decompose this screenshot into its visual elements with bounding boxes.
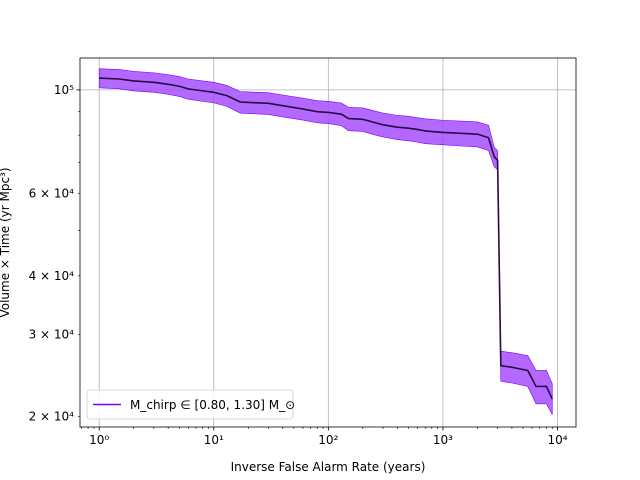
y-tick-label: 3 × 10⁴ [29, 327, 75, 341]
legend-box [86, 389, 294, 420]
series-line [99, 77, 553, 400]
y-axis-label: Volume × Time (yr Mpc³) [0, 167, 12, 317]
x-axis-ticks: 10⁰ 10¹ 10² 10³ 10⁴ [81, 427, 568, 447]
y-axis-ticks: 2 × 10⁴ 3 × 10⁴ 4 × 10⁴ 6 × 10⁴ 10⁵ [29, 83, 80, 424]
x-tick-label: 10³ [433, 433, 453, 447]
y-tick-label: 6 × 10⁴ [29, 187, 75, 201]
legend-label: M_chirp ∈ [0.80, 1.30] M_⊙ [130, 398, 295, 412]
x-tick-label: 10⁴ [547, 433, 567, 447]
legend: M_chirp ∈ [0.80, 1.30] M_⊙ [86, 389, 295, 420]
y-tick-label: 10⁵ [54, 83, 74, 97]
x-tick-label: 10¹ [204, 433, 224, 447]
x-tick-label: 10⁰ [89, 433, 109, 447]
y-tick-label: 4 × 10⁴ [29, 269, 75, 283]
series-line-layer [99, 77, 553, 400]
x-axis-label: Inverse False Alarm Rate (years) [231, 460, 426, 474]
confidence-band [98, 68, 553, 415]
x-tick-label: 10² [318, 433, 338, 447]
y-tick-label: 2 × 10⁴ [29, 410, 75, 424]
confidence-band-layer [98, 68, 553, 415]
